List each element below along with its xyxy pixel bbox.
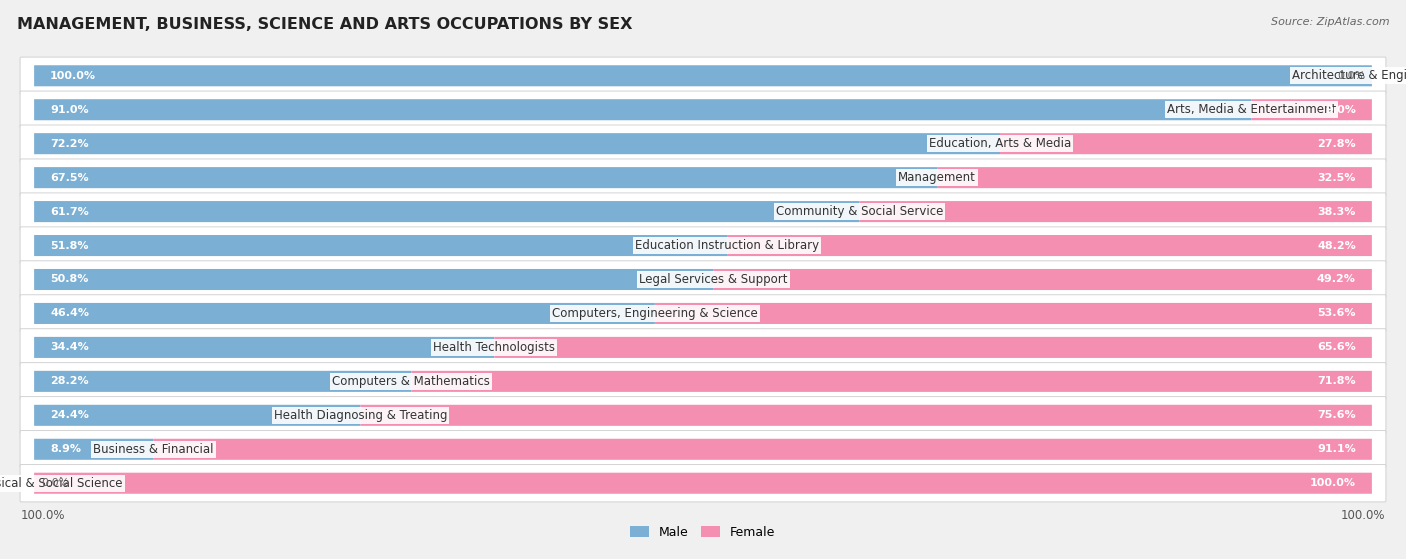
Text: 100.0%: 100.0% (51, 71, 96, 81)
FancyBboxPatch shape (34, 337, 495, 358)
Text: 51.8%: 51.8% (51, 240, 89, 250)
FancyBboxPatch shape (495, 337, 1372, 358)
Text: 65.6%: 65.6% (1317, 343, 1355, 352)
Text: 100.0%: 100.0% (1310, 478, 1355, 488)
Text: 8.9%: 8.9% (51, 444, 82, 454)
Text: 38.3%: 38.3% (1317, 207, 1355, 216)
FancyBboxPatch shape (20, 397, 1386, 434)
FancyBboxPatch shape (938, 167, 1372, 188)
Text: 0.0%: 0.0% (1337, 71, 1365, 81)
Text: 91.1%: 91.1% (1317, 444, 1355, 454)
FancyBboxPatch shape (20, 465, 1386, 502)
FancyBboxPatch shape (34, 235, 727, 256)
Text: Life, Physical & Social Science: Life, Physical & Social Science (0, 477, 122, 490)
FancyBboxPatch shape (20, 227, 1386, 264)
FancyBboxPatch shape (34, 371, 412, 392)
FancyBboxPatch shape (727, 235, 1372, 256)
FancyBboxPatch shape (412, 371, 1372, 392)
Text: Management: Management (898, 171, 976, 184)
Text: 100.0%: 100.0% (1341, 509, 1385, 522)
FancyBboxPatch shape (34, 133, 1000, 154)
Text: MANAGEMENT, BUSINESS, SCIENCE AND ARTS OCCUPATIONS BY SEX: MANAGEMENT, BUSINESS, SCIENCE AND ARTS O… (17, 17, 633, 32)
FancyBboxPatch shape (20, 430, 1386, 468)
Text: 67.5%: 67.5% (51, 173, 89, 183)
Text: 72.2%: 72.2% (51, 139, 89, 149)
Text: 24.4%: 24.4% (51, 410, 89, 420)
FancyBboxPatch shape (34, 439, 153, 460)
FancyBboxPatch shape (20, 295, 1386, 332)
Text: 0.0%: 0.0% (41, 478, 69, 488)
FancyBboxPatch shape (34, 473, 1372, 494)
FancyBboxPatch shape (34, 167, 938, 188)
Text: Education, Arts & Media: Education, Arts & Media (929, 137, 1071, 150)
FancyBboxPatch shape (859, 201, 1372, 222)
Text: 75.6%: 75.6% (1317, 410, 1355, 420)
FancyBboxPatch shape (20, 193, 1386, 230)
Text: Arts, Media & Entertainment: Arts, Media & Entertainment (1167, 103, 1336, 116)
Text: 32.5%: 32.5% (1317, 173, 1355, 183)
FancyBboxPatch shape (1251, 99, 1372, 120)
FancyBboxPatch shape (1000, 133, 1372, 154)
Text: Community & Social Service: Community & Social Service (776, 205, 943, 218)
Text: 34.4%: 34.4% (51, 343, 89, 352)
Text: 50.8%: 50.8% (51, 274, 89, 285)
FancyBboxPatch shape (34, 201, 859, 222)
Text: Architecture & Engineering: Architecture & Engineering (1292, 69, 1406, 82)
FancyBboxPatch shape (360, 405, 1372, 426)
FancyBboxPatch shape (20, 363, 1386, 400)
FancyBboxPatch shape (20, 261, 1386, 298)
Legend: Male, Female: Male, Female (626, 520, 780, 544)
Text: Business & Financial: Business & Financial (93, 443, 214, 456)
Text: Computers & Mathematics: Computers & Mathematics (332, 375, 491, 388)
FancyBboxPatch shape (20, 329, 1386, 366)
Text: Source: ZipAtlas.com: Source: ZipAtlas.com (1271, 17, 1389, 27)
Text: Health Diagnosing & Treating: Health Diagnosing & Treating (274, 409, 447, 422)
Text: 27.8%: 27.8% (1317, 139, 1355, 149)
Text: Education Instruction & Library: Education Instruction & Library (636, 239, 820, 252)
FancyBboxPatch shape (714, 269, 1372, 290)
Text: 28.2%: 28.2% (51, 376, 89, 386)
FancyBboxPatch shape (34, 405, 360, 426)
FancyBboxPatch shape (20, 91, 1386, 129)
Text: 61.7%: 61.7% (51, 207, 89, 216)
Text: 100.0%: 100.0% (21, 509, 65, 522)
FancyBboxPatch shape (20, 57, 1386, 94)
Text: 71.8%: 71.8% (1317, 376, 1355, 386)
Text: Health Technologists: Health Technologists (433, 341, 555, 354)
FancyBboxPatch shape (20, 125, 1386, 162)
FancyBboxPatch shape (34, 65, 1372, 86)
Text: 49.2%: 49.2% (1317, 274, 1355, 285)
Text: 9.0%: 9.0% (1324, 105, 1355, 115)
Text: Computers, Engineering & Science: Computers, Engineering & Science (553, 307, 758, 320)
Text: 91.0%: 91.0% (51, 105, 89, 115)
Text: 46.4%: 46.4% (51, 309, 89, 319)
FancyBboxPatch shape (20, 159, 1386, 196)
FancyBboxPatch shape (153, 439, 1372, 460)
FancyBboxPatch shape (34, 99, 1251, 120)
FancyBboxPatch shape (34, 303, 655, 324)
Text: Legal Services & Support: Legal Services & Support (640, 273, 787, 286)
FancyBboxPatch shape (34, 269, 714, 290)
Text: 53.6%: 53.6% (1317, 309, 1355, 319)
FancyBboxPatch shape (655, 303, 1372, 324)
Text: 48.2%: 48.2% (1317, 240, 1355, 250)
